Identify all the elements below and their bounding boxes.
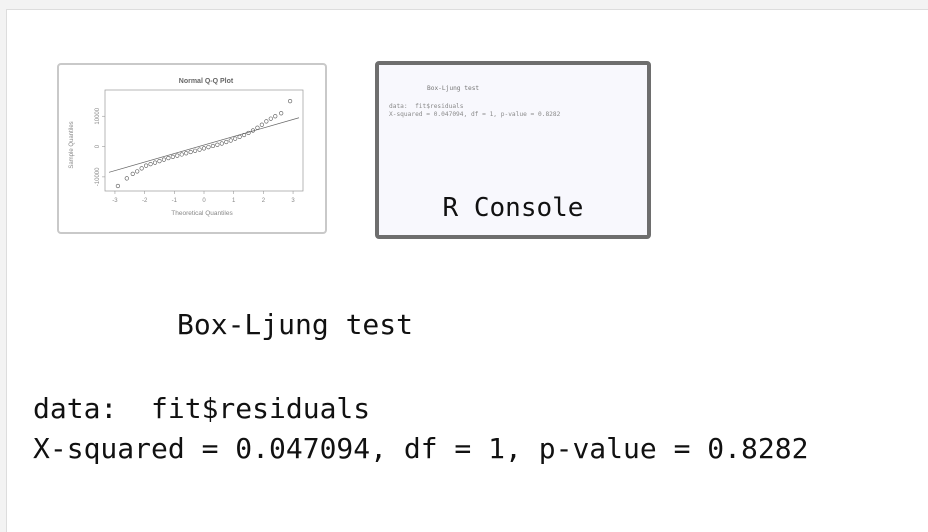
x-tick-label: -1 [172,198,178,204]
qq-point [250,128,256,133]
qq-point [124,176,129,181]
x-tick-label: 3 [291,198,295,204]
qq-point [279,111,284,116]
qq-point [210,143,216,149]
qq-point [197,147,202,152]
qq-point [287,98,293,104]
qq-point [115,183,121,189]
qq-point [135,169,140,174]
x-tick-label: 1 [232,198,236,204]
console-mini-title: Box-Ljung test [427,85,480,92]
qq-point [255,125,260,130]
qq-point [228,138,233,143]
qq-point [144,163,149,168]
x-tick-label: -2 [142,198,148,204]
qq-point [148,162,153,167]
r-console-label: R Console [442,193,584,223]
qq-point [179,152,184,157]
qq-point [152,160,158,165]
r-console-thumbnail[interactable]: Box-Ljung test data: fit$residuals X-squ… [375,61,651,239]
qq-point [219,141,224,146]
qq-plot-ylabel: Sample Quantiles [69,121,75,168]
qq-point [268,116,273,121]
y-tick-label: 0 [95,144,101,148]
qq-point [184,151,189,156]
stats-line: X-squared = 0.047094, df = 1, p-value = … [33,432,809,465]
x-tick-label: 0 [202,198,206,204]
qq-point [206,145,211,150]
qq-reference-line [108,117,300,173]
qq-point [192,148,198,153]
qq-point [241,132,247,138]
qq-point [157,159,162,164]
qq-plot-chart: Normal Q-Q Plot Theoretical Quantiles Sa… [69,78,304,217]
qq-point [246,130,251,136]
qq-point [273,114,278,119]
qq-point [130,171,135,176]
qq-plot-title: Normal Q-Q Plot [179,78,234,85]
test-title: Box-Ljung test [177,308,414,341]
data-line: data: fit$residuals [33,392,371,425]
x-tick-label: 2 [262,198,266,204]
qq-point [215,142,220,147]
console-mini-stats-line: X-squared = 0.047094, df = 1, p-value = … [389,111,561,118]
qq-plot-frame [104,89,304,192]
qq-point [201,146,207,151]
qq-point [233,136,238,141]
y-tick-label: 10000 [95,107,101,124]
qq-plot-thumbnail[interactable]: Normal Q-Q Plot Theoretical Quantiles Sa… [57,63,327,234]
qq-point [139,166,144,171]
qq-point [188,149,193,155]
qq-point [259,122,264,127]
qq-point [264,119,269,124]
qq-point [237,134,242,139]
qq-point [166,155,171,161]
y-tick-label: -10000 [95,167,101,186]
console-mini-data-line: data: fit$residuals [389,103,464,110]
qq-point [170,154,175,159]
viewer-panel: Normal Q-Q Plot Theoretical Quantiles Sa… [6,9,928,532]
qq-point [161,157,167,162]
qq-point [224,139,229,145]
x-tick-label: -3 [112,198,118,204]
qq-point [175,153,180,158]
qq-plot-xlabel: Theoretical Quantiles [171,210,233,217]
